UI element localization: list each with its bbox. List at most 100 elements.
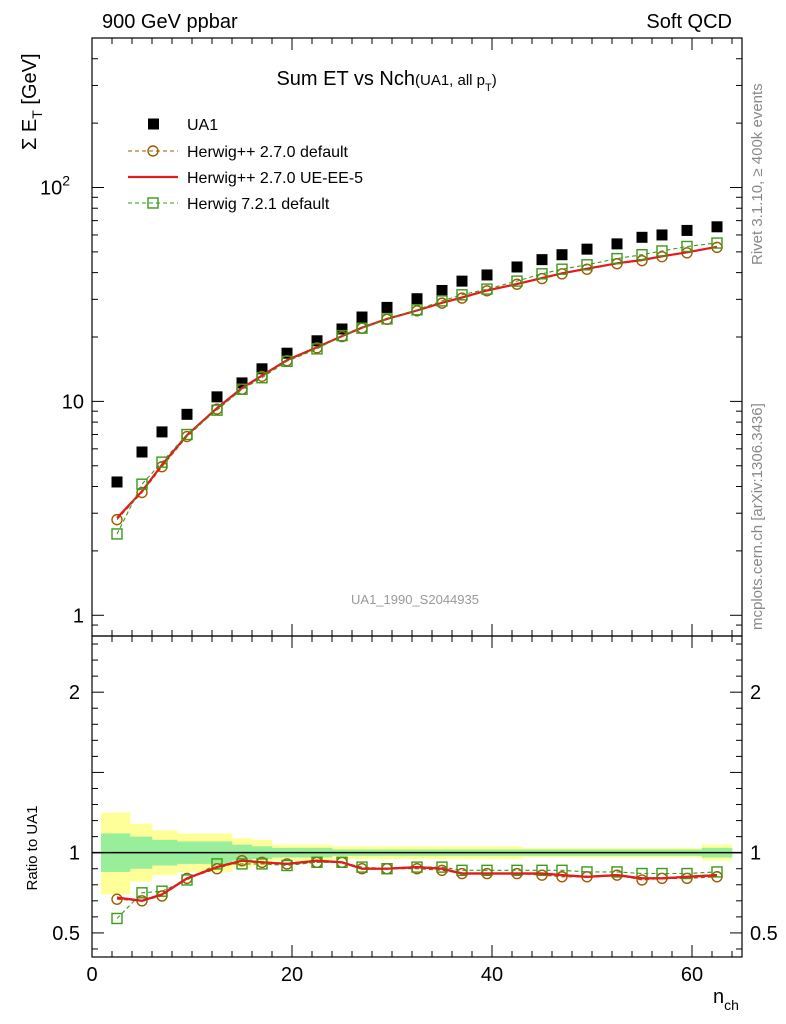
legend-label: Herwig++ 2.7.0 default [187,144,349,161]
main-series-3-point [556,263,568,275]
main-series-3-point [236,383,248,395]
ratio-series-2-point [181,874,193,886]
main-series-3-point [636,249,648,261]
x-tick-label: 0 [86,964,97,986]
legend-marker [148,118,159,130]
main-series-0-point [611,238,623,250]
main-series-3-point [336,329,348,342]
main-series-3-point [211,404,223,416]
main-series-0-point [336,323,348,335]
ratio-y-tick-label-right: 1 [750,843,761,865]
ratio-series-2-point [681,867,693,880]
side-text-bottom: mcplots.cern.ch [arXiv:1306.3436] [749,403,766,630]
main-series-0-point [656,229,668,241]
x-tick-label: 40 [481,964,503,986]
main-series-0-point [211,391,223,403]
legend-item: Herwig++ 2.7.0 default [128,144,349,161]
main-series-3-point [611,252,623,265]
ratio-series-2-point [281,859,293,872]
main-series-3-point [711,237,723,249]
y-tick-label: 102 [40,173,70,200]
ratio-series-0-point [556,871,568,883]
ratio-y-tick-label: 2 [69,682,80,704]
main-series-3-point [136,478,148,490]
legend-marker [147,145,159,157]
legend-item: Herwig 7.2.1 default [128,196,330,213]
legend-label: Herwig 7.2.1 default [187,196,330,213]
ratio-y-tick-label-right: 2 [750,682,761,704]
main-series-3-point [411,304,423,316]
main-series-0-point [156,426,168,438]
main-series-1-point [111,513,123,526]
legend-item: Herwig++ 2.7.0 UE-EE-5 [128,170,363,187]
ratio-series-2-point [236,858,248,870]
main-series-2-line [116,245,718,519]
watermark: UA1_1990_S2044935 [351,592,479,607]
header-right: Soft QCD [646,11,732,33]
y-axis-label: Σ ET [GeV] [19,53,45,150]
ratio-frame [91,635,743,958]
main-series-0-point [411,293,423,305]
ratio-y-tick-label: 1 [69,843,80,865]
main-series-3-point [256,372,268,384]
ratio-series-2-point [511,864,523,877]
main-series-0-point [536,254,548,266]
axes: 0 20 40 60 1 10 102 0.5 0.5 1 1 2 2 [40,37,778,986]
y-tick-label: 10 [62,391,84,413]
legend-label: Herwig++ 2.7.0 UE-EE-5 [187,170,363,187]
x-tick-label: 20 [281,964,303,986]
main-series-3-point [481,283,493,295]
main-series-3-point [311,343,323,355]
main-series-3-point [381,313,393,325]
main-series-0-point [456,275,468,287]
main-series-3-point [436,295,448,307]
main-series-3-point [581,259,593,271]
ratio-y-tick-label: 0.5 [52,923,80,945]
main-series-3-point [156,456,168,468]
main-series-3-point [181,428,193,441]
ratio-series-2-point [611,866,623,878]
ratio-series-1-line-top [116,859,718,902]
chart-title: Sum ET vs Nch [276,68,415,90]
ratio-y-tick-label-right: 0.5 [750,923,778,945]
main-series-0-point [436,284,448,296]
ratio-series-2-point [481,864,493,877]
ratio-series-2-point [136,887,148,899]
main-series-0-point [511,261,523,273]
main-series-3-point [536,268,548,280]
main-series-3-point [111,528,123,540]
main-series-0-point [481,269,493,281]
main-series-3-point [281,355,293,367]
main-series-0-point [311,335,323,347]
ratio-series-2-point [536,864,548,877]
legend-marker [147,197,159,209]
main-series-0-point [581,243,593,255]
y-tick-label: 1 [73,605,84,627]
main-series-0-point [181,408,193,420]
main-series-0-point [681,224,693,236]
main-series-0-point [281,347,293,359]
main-series-0-point [636,231,648,243]
legend-label: UA1 [187,117,218,134]
ratio-series-2-point [711,866,723,878]
main-series-3-point [356,322,368,334]
main-series-0-point [136,446,148,458]
main-series-3-point [511,275,523,287]
ratio-series-2-point [211,858,223,870]
main-series-0-point [256,363,268,375]
ratio-series-2-point [256,858,268,870]
side-text-top: Rivet 3.1.10, ≥ 400k events [749,83,766,265]
main-series-3-point [456,289,468,301]
main-series-0-point [556,249,568,261]
ratio-y-axis-label: Ratio to UA1 [24,805,41,890]
header-left: 900 GeV ppbar [102,11,238,33]
x-tick-label: 60 [681,964,703,986]
legend-item: UA1 [148,117,218,134]
main-series-1-line [116,246,718,520]
main-series-1-point [136,486,148,499]
main-series-0-point [711,221,723,233]
main-series-0-point [236,377,248,389]
main-series-0-point [111,476,123,488]
main-series-3-line [116,242,718,535]
